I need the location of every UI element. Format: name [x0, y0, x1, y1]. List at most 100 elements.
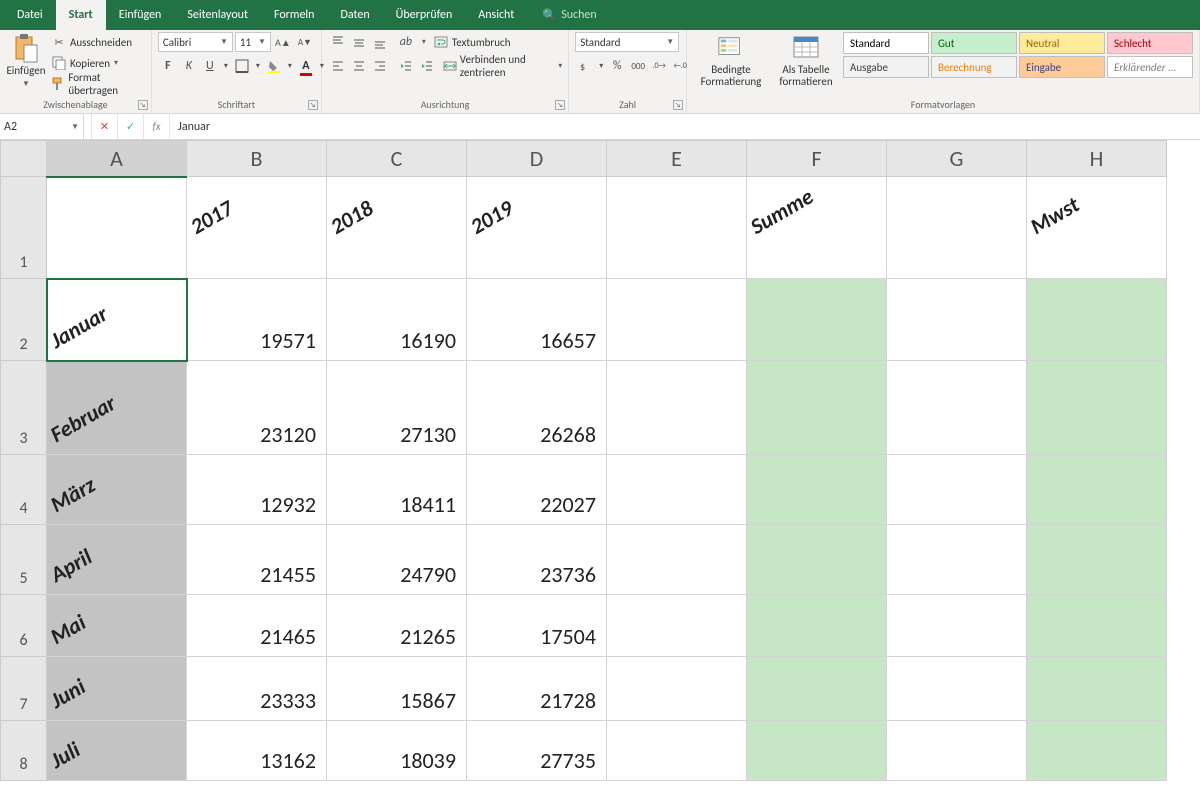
- cell-C7[interactable]: 15867: [327, 657, 467, 721]
- cell-A5[interactable]: April: [47, 525, 187, 595]
- increase-indent-button[interactable]: [417, 56, 437, 76]
- cell-F8[interactable]: [747, 721, 887, 781]
- decrease-indent-button[interactable]: [396, 56, 416, 76]
- cell-G2[interactable]: [887, 279, 1027, 361]
- row-header-2[interactable]: 2: [1, 279, 47, 361]
- cell-B8[interactable]: 13162: [187, 721, 327, 781]
- cell-E1[interactable]: [607, 177, 747, 279]
- cell-E5[interactable]: [607, 525, 747, 595]
- tab-einfügen[interactable]: Einfügen: [106, 0, 175, 30]
- cell-A8[interactable]: Juli: [47, 721, 187, 781]
- column-header-C[interactable]: C: [327, 141, 467, 177]
- row-header-3[interactable]: 3: [1, 361, 47, 455]
- decrease-font-button[interactable]: A▼: [295, 32, 315, 52]
- cancel-formula-button[interactable]: ✕: [92, 114, 118, 139]
- increase-font-button[interactable]: A▲: [273, 32, 293, 52]
- cell-D6[interactable]: 17504: [467, 595, 607, 657]
- cell-C5[interactable]: 24790: [327, 525, 467, 595]
- align-right-button[interactable]: [370, 56, 390, 76]
- cell-D8[interactable]: 27735: [467, 721, 607, 781]
- tab-formeln[interactable]: Formeln: [261, 0, 327, 30]
- dialog-launcher[interactable]: ↘: [673, 100, 683, 110]
- cell-D4[interactable]: 22027: [467, 455, 607, 525]
- cell-D5[interactable]: 23736: [467, 525, 607, 595]
- cell-F4[interactable]: [747, 455, 887, 525]
- font-name-combo[interactable]: Calibri ▼: [158, 32, 233, 52]
- row-header-4[interactable]: 4: [1, 455, 47, 525]
- border-button[interactable]: [232, 56, 252, 76]
- cell-H5[interactable]: [1027, 525, 1167, 595]
- formula-input[interactable]: Januar: [170, 114, 1200, 139]
- cut-button[interactable]: ✂ Ausschneiden: [50, 32, 145, 52]
- cell-G7[interactable]: [887, 657, 1027, 721]
- cell-A1[interactable]: [47, 177, 187, 279]
- format-as-table-button[interactable]: Als Tabelle formatieren: [773, 32, 839, 88]
- bold-button[interactable]: F: [158, 56, 178, 76]
- cell-G1[interactable]: [887, 177, 1027, 279]
- select-all-corner[interactable]: [1, 141, 47, 177]
- cell-style-schlecht[interactable]: Schlecht: [1107, 32, 1193, 54]
- cell-H1[interactable]: Mwst: [1027, 177, 1167, 279]
- cell-A3[interactable]: Februar: [47, 361, 187, 455]
- cell-G6[interactable]: [887, 595, 1027, 657]
- cell-style-gut[interactable]: Gut: [931, 32, 1017, 54]
- cell-H4[interactable]: [1027, 455, 1167, 525]
- cell-style-eingabe[interactable]: Eingabe: [1019, 56, 1105, 78]
- cell-style-standard[interactable]: Standard: [843, 32, 929, 54]
- align-left-button[interactable]: [328, 56, 348, 76]
- cell-C4[interactable]: 18411: [327, 455, 467, 525]
- cell-F2[interactable]: [747, 279, 887, 361]
- cell-F5[interactable]: [747, 525, 887, 595]
- percent-format-button[interactable]: %: [607, 56, 627, 76]
- cell-E3[interactable]: [607, 361, 747, 455]
- cell-B7[interactable]: 23333: [187, 657, 327, 721]
- tab-seitenlayout[interactable]: Seitenlayout: [174, 0, 261, 30]
- cell-H7[interactable]: [1027, 657, 1167, 721]
- tab-daten[interactable]: Daten: [327, 0, 382, 30]
- merge-center-button[interactable]: Verbinden und zentrieren ▾: [443, 56, 562, 76]
- cell-A6[interactable]: Mai: [47, 595, 187, 657]
- accept-formula-button[interactable]: ✓: [118, 114, 144, 139]
- cell-C2[interactable]: 16190: [327, 279, 467, 361]
- cell-E6[interactable]: [607, 595, 747, 657]
- cell-G3[interactable]: [887, 361, 1027, 455]
- column-header-E[interactable]: E: [607, 141, 747, 177]
- cell-B3[interactable]: 23120: [187, 361, 327, 455]
- cell-D1[interactable]: 2019: [467, 177, 607, 279]
- comma-format-button[interactable]: 000: [628, 56, 648, 76]
- cell-C3[interactable]: 27130: [327, 361, 467, 455]
- worksheet-grid[interactable]: ABCDEFGH1201720182019SummeMwst2Januar195…: [0, 140, 1200, 800]
- accounting-format-button[interactable]: $: [575, 56, 595, 76]
- align-center-button[interactable]: [349, 56, 369, 76]
- cell-G4[interactable]: [887, 455, 1027, 525]
- cell-G8[interactable]: [887, 721, 1027, 781]
- font-size-combo[interactable]: 11 ▼: [235, 32, 271, 52]
- row-header-7[interactable]: 7: [1, 657, 47, 721]
- row-header-1[interactable]: 1: [1, 177, 47, 279]
- cell-H8[interactable]: [1027, 721, 1167, 781]
- cell-C8[interactable]: 18039: [327, 721, 467, 781]
- cell-B1[interactable]: 2017: [187, 177, 327, 279]
- cell-H6[interactable]: [1027, 595, 1167, 657]
- cell-E4[interactable]: [607, 455, 747, 525]
- column-header-D[interactable]: D: [467, 141, 607, 177]
- cell-C1[interactable]: 2018: [327, 177, 467, 279]
- cell-D7[interactable]: 21728: [467, 657, 607, 721]
- row-header-5[interactable]: 5: [1, 525, 47, 595]
- cell-style-ausgabe[interactable]: Ausgabe: [843, 56, 929, 78]
- italic-button[interactable]: K: [179, 56, 199, 76]
- tab-start[interactable]: Start: [56, 0, 106, 30]
- column-header-G[interactable]: G: [887, 141, 1027, 177]
- cell-F3[interactable]: [747, 361, 887, 455]
- cell-style-berechnung[interactable]: Berechnung: [931, 56, 1017, 78]
- cell-B4[interactable]: 12932: [187, 455, 327, 525]
- increase-decimal-button[interactable]: .0→: [649, 56, 669, 76]
- cell-A4[interactable]: März: [47, 455, 187, 525]
- dialog-launcher[interactable]: ↘: [555, 100, 565, 110]
- format-painter-button[interactable]: Format übertragen: [50, 74, 145, 94]
- cell-C6[interactable]: 21265: [327, 595, 467, 657]
- dialog-launcher[interactable]: ↘: [138, 100, 148, 110]
- row-header-8[interactable]: 8: [1, 721, 47, 781]
- tell-me-search[interactable]: 🔍Suchen: [535, 0, 603, 30]
- copy-button[interactable]: Kopieren ▾: [50, 53, 145, 73]
